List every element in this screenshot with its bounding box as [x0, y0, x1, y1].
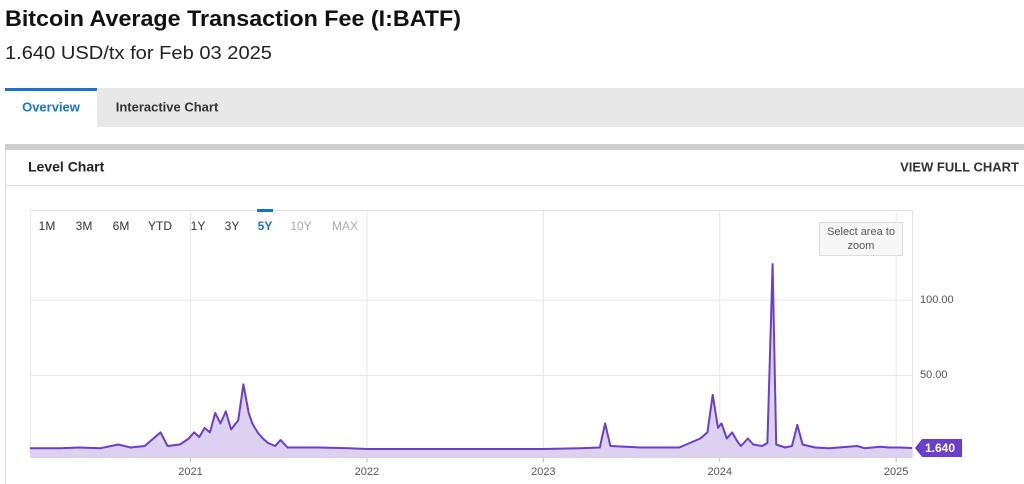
- line: [30, 263, 913, 450]
- range-button[interactable]: 3M: [76, 219, 93, 233]
- page-title: Bitcoin Average Transaction Fee (I:BATF): [5, 6, 461, 31]
- y-tick-label: 100.00: [920, 294, 954, 306]
- range-button[interactable]: 6M: [113, 219, 130, 233]
- y-tick-label: 50.00: [920, 369, 948, 381]
- range-active-indicator: [257, 209, 273, 212]
- range-button[interactable]: 3Y: [225, 219, 240, 233]
- tab[interactable]: Overview: [22, 99, 81, 114]
- last-value-label: 1.640: [925, 441, 955, 455]
- range-button[interactable]: 1Y: [191, 219, 206, 233]
- x-tick-label: 2023: [531, 466, 555, 478]
- panel-title: Level Chart: [28, 159, 105, 175]
- x-tick-label: 2025: [884, 466, 908, 478]
- zoom-hint: Select area to zoom: [819, 222, 903, 256]
- view-full-chart[interactable]: VIEW FULL CHART: [900, 159, 1019, 174]
- x-tick-label: 2021: [178, 466, 202, 478]
- last-value-flag: [915, 439, 962, 458]
- tab-bar: [5, 88, 1024, 127]
- range-button[interactable]: 1M: [39, 219, 56, 233]
- x-tick-label: 2024: [707, 466, 731, 478]
- range-button[interactable]: 5Y: [258, 219, 273, 233]
- x-tick-label: 2022: [355, 466, 379, 478]
- range-button: MAX: [332, 219, 358, 233]
- tab-active-indicator: [5, 88, 97, 91]
- range-button: 10Y: [290, 219, 311, 233]
- area-fill: [30, 264, 912, 458]
- panel-top-bar: [5, 144, 1024, 150]
- range-button[interactable]: YTD: [148, 219, 172, 233]
- tab-active-bg: [5, 88, 97, 127]
- tab[interactable]: Interactive Chart: [116, 99, 219, 114]
- page-subtitle: 1.640 USD/tx for Feb 03 2025: [5, 43, 272, 63]
